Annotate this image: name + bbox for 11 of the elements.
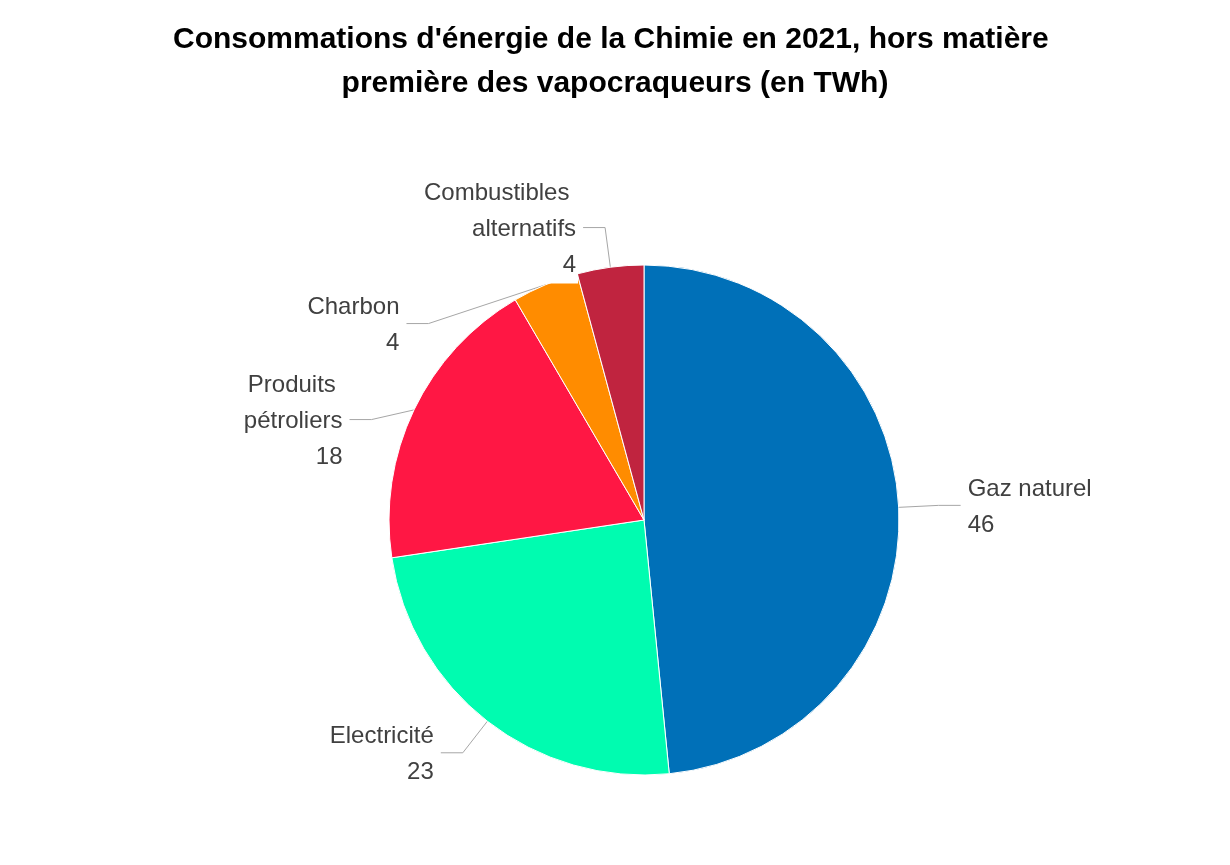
slice-label: Charbon — [307, 292, 400, 320]
slice-label: Gaz naturel — [967, 473, 1092, 501]
data-label: 23 — [407, 757, 434, 785]
slice-label: Electricité — [329, 721, 434, 749]
slice-label: Combustibles alternatifs — [424, 178, 577, 242]
data-label: 4 — [562, 250, 577, 278]
data-label: 4 — [386, 328, 400, 356]
data-label: 18 — [315, 442, 343, 470]
data-label: 46 — [967, 509, 995, 537]
chart-title: Consommations d'énergie de la Chimie en 2021, hors matière première des vapocraqueurs (en TWh) — [172, 20, 1058, 98]
slice-label: Produits pétroliers — [243, 370, 343, 434]
